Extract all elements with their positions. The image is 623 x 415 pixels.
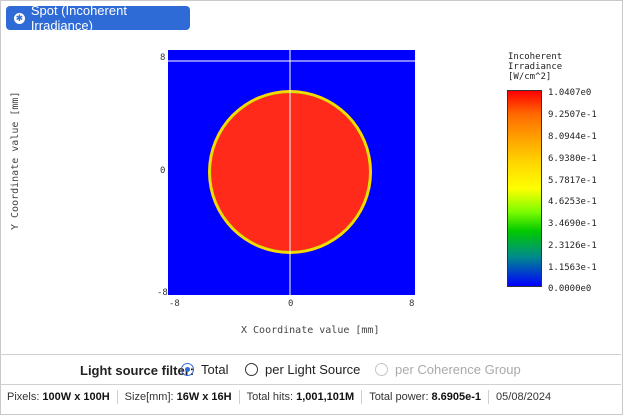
status-power-value: 8.6905e-1 (431, 391, 482, 403)
colorbar-title-line: Irradiance (508, 62, 563, 72)
result-title-button[interactable]: ✱ Spot (Incoherent Irradiance) (6, 3, 190, 33)
radio-total[interactable]: Total (181, 362, 228, 377)
colorbar (507, 90, 542, 287)
divider (0, 354, 621, 355)
status-size-label: Size[mm]: (124, 391, 174, 403)
status-pixels: Pixels: 100W x 100H (0, 390, 118, 404)
colorbar-tick: 1.1563e-1 (548, 263, 597, 273)
status-pixels-value: 100W x 100H (42, 391, 110, 403)
x-axis-label: X Coordinate value [mm] (241, 325, 380, 336)
y-tick-top: 8 (160, 53, 166, 63)
radio-per-coherence-group[interactable]: per Coherence Group (375, 362, 521, 377)
colorbar-tick: 4.6253e-1 (548, 197, 597, 207)
colorbar-title-line: [W/cm^2] (508, 72, 552, 82)
settings-icon: ✱ (14, 12, 25, 24)
y-tick-mid: 0 (160, 166, 166, 176)
status-date: 05/08/2024 (496, 391, 552, 403)
colorbar-tick: 9.2507e-1 (548, 110, 597, 120)
colorbar-tick: 1.0407e0 (548, 88, 592, 98)
status-hits-label: Total hits: (246, 391, 294, 403)
status-size: Size[mm]: 16W x 16H (118, 390, 240, 404)
status-hits: Total hits: 1,001,101M (240, 390, 363, 404)
radio-circle[interactable] (245, 363, 258, 376)
radio-label: Total (201, 362, 229, 377)
irradiance-plot[interactable] (168, 50, 415, 295)
radio-circle[interactable] (181, 363, 194, 376)
y-tick-bottom: -8 (157, 288, 168, 298)
radio-label: per Light Source (265, 362, 361, 377)
colorbar-tick: 0.0000e0 (548, 284, 592, 294)
x-tick-mid: 0 (288, 299, 294, 309)
radio-circle[interactable] (375, 363, 388, 376)
status-bar: Pixels: 100W x 100H Size[mm]: 16W x 16H … (0, 386, 621, 408)
x-tick-left: -8 (169, 299, 180, 309)
colorbar-tick: 3.4690e-1 (548, 219, 597, 229)
colorbar-tick: 8.0944e-1 (548, 132, 597, 142)
y-axis-label: Y Coordinate value [mm] (10, 91, 21, 230)
irradiance-map (168, 50, 415, 295)
divider (0, 384, 621, 385)
radio-per-light-source[interactable]: per Light Source (245, 362, 360, 377)
status-power: Total power: 8.6905e-1 (362, 390, 490, 404)
colorbar-tick: 6.9380e-1 (548, 154, 597, 164)
colorbar-title: Incoherent Irradiance [W/cm^2] (508, 52, 562, 82)
filter-label: Light source filter: (80, 363, 195, 378)
x-tick-right: 8 (409, 299, 415, 309)
status-size-value: 16W x 16H (176, 391, 232, 403)
radio-label: per Coherence Group (395, 362, 521, 377)
status-pixels-label: Pixels: (7, 391, 40, 403)
light-source-filter: Light source filter: Total per Light Sou… (0, 358, 621, 384)
status-power-label: Total power: (369, 391, 429, 403)
colorbar-tick: 2.3126e-1 (548, 241, 597, 251)
result-title-label: Spot (Incoherent Irradiance) (30, 3, 127, 33)
colorbar-tick: 5.7817e-1 (548, 176, 597, 186)
colorbar-title-line: Incoherent (508, 52, 563, 62)
status-hits-value: 1,001,101M (296, 391, 355, 403)
